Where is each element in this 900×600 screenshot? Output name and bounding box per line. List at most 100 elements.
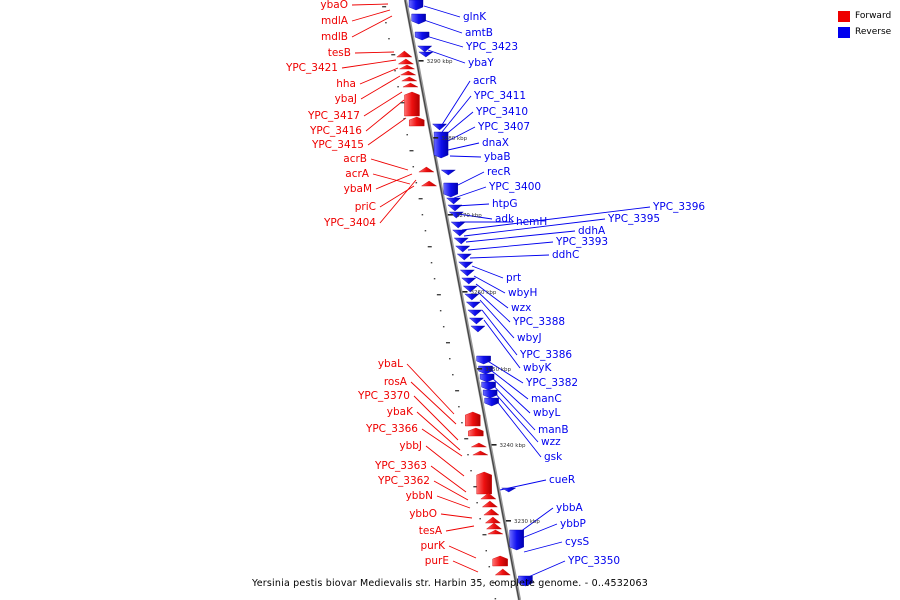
forward-leader [359,67,399,85]
reverse-leader [475,283,509,309]
forward-gene-label: ybbO [409,508,437,520]
forward-gene-mark [418,166,435,173]
reverse-gene-label: amtB [465,27,493,39]
forward-gene-mark [494,568,511,576]
forward-gene-label: priC [355,201,376,213]
reverse-gene-mark [468,317,484,325]
forward-gene-mark [484,516,501,524]
reverse-leader [463,218,606,237]
forward-leader [406,363,455,415]
forward-swatch [838,10,850,22]
forward-gene-label: tesB [328,47,351,59]
legend-reverse-label: Reverse [855,27,892,37]
reverse-gene-mark [467,309,483,317]
scale-dot [397,86,399,88]
reverse-gene-mark [455,245,471,253]
reverse-gene-mark [408,0,424,11]
reverse-gene-label: ybbP [560,518,586,530]
reverse-leader [477,291,511,323]
reverse-leader [471,265,504,279]
forward-gene-label: YPC_3415 [311,139,364,151]
reverse-gene-mark [453,237,469,245]
scale-dot [476,502,478,504]
scale-dot [418,198,423,200]
reverse-gene-mark [459,269,475,277]
forward-leader [410,381,457,425]
forward-gene-label: acrB [343,153,367,165]
scale-dot [470,470,472,472]
reverse-gene-label: wbyL [533,407,560,419]
reverse-gene-mark [479,373,495,383]
tick-label: 3230 kbp [514,519,540,525]
scale-dot [436,294,441,296]
reverse-gene-mark [443,182,458,198]
forward-gene-label: acrA [345,168,370,180]
reverse-gene-mark [418,51,434,58]
reverse-leader [483,319,521,369]
tick-mark [491,444,497,446]
reverse-gene-mark [509,529,524,551]
reverse-gene-label: YPC_3350 [567,555,620,567]
reverse-leader [469,254,550,259]
reverse-gene-mark [481,381,496,391]
reverse-gene-label: wbyJ [517,332,542,344]
scale-dot [482,534,487,536]
forward-gene-label: YPC_3370 [357,390,410,402]
tick-label: 3240 kbp [500,443,526,449]
scale-dot [412,166,415,168]
forward-leader [341,59,397,69]
forward-leader [448,545,477,559]
reverse-gene-mark [464,293,480,301]
reverse-gene-mark [456,253,472,261]
forward-gene-label: YPC_3416 [309,125,362,137]
forward-gene-mark [465,411,481,427]
reverse-gene-label: htpG [492,198,518,210]
forward-gene-label: hha [336,78,356,90]
reverse-gene-label: wzz [541,436,561,448]
reverse-gene-mark [461,277,477,285]
forward-gene-label: rosA [384,376,408,388]
scale-dot [442,326,445,328]
scale-dot [403,118,405,120]
reverse-gene-label: gsk [544,451,563,463]
reverse-gene-label: recR [487,166,511,178]
reverse-gene-label: YPC_3382 [525,377,578,389]
forward-leader [351,15,393,38]
forward-leader [421,428,463,457]
gene-features [396,0,533,587]
reverse-leader [439,80,471,129]
reverse-leader [455,203,490,207]
scale-dot [461,422,463,424]
forward-gene-mark [468,427,484,437]
reverse-gene-mark [462,285,478,293]
tick-label: 3270 kbp [456,213,482,219]
reverse-leader [481,309,518,356]
genome-line-core [404,0,520,600]
forward-leader [370,158,409,171]
forward-gene-mark [399,64,415,70]
reverse-leader [485,359,524,384]
forward-gene-mark [471,442,487,448]
reverse-gene-mark [447,204,463,212]
forward-gene-label: mdlA [321,15,349,27]
reverse-gene-label: YPC_3388 [512,316,565,328]
reverse-gene-label: ddhA [578,225,606,237]
reverse-leader [461,206,651,231]
scale-dot [424,230,427,232]
forward-leader [430,465,467,493]
genome-backbone [382,0,522,600]
reverse-gene-label: hemH [516,216,547,228]
tick-mark [447,214,453,216]
reverse-leader [473,275,506,294]
scale-dot [479,518,481,520]
scale-dot [439,310,442,312]
forward-leader [375,173,413,190]
genome-caption: Yersinia pestis biovar Medievalis str. H… [252,578,648,589]
reverse-gene-label: dnaX [482,137,509,149]
reverse-gene-mark [465,301,481,309]
reverse-gene-label: YPC_3396 [652,201,705,213]
forward-gene-label: YPC_3363 [374,460,427,472]
forward-gene-mark [480,492,497,500]
reverse-gene-label: wzx [511,302,531,314]
